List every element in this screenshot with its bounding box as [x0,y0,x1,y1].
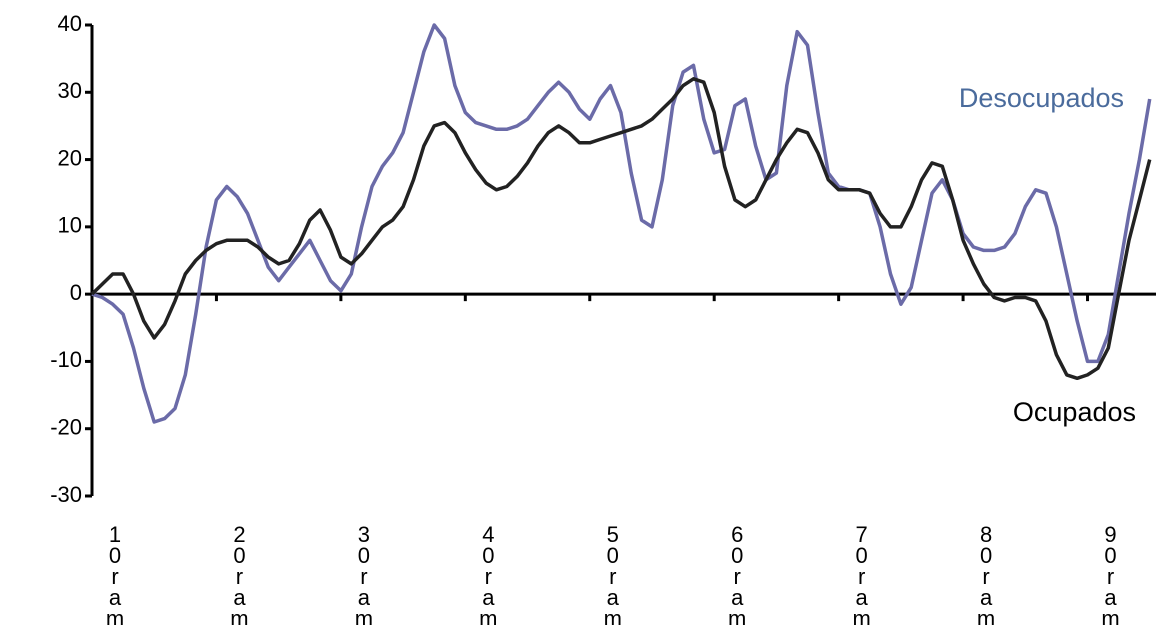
y-tick-label: 40 [58,11,82,36]
x-tick-label: 40ram [476,522,501,625]
y-tick-label: 20 [58,145,82,170]
series-label: Ocupados [1013,397,1136,427]
y-tick-label: -30 [50,482,82,507]
series-line [91,23,1152,424]
y-tick-label: 30 [58,78,82,103]
y-tick-label: 10 [58,213,82,238]
x-tick-label: 70ram [849,522,874,625]
x-tick-label: 10ram [103,522,128,625]
x-tick-label: 30ram [351,522,376,625]
series-line [90,77,1152,381]
x-tick-label: 90ram [1098,522,1123,625]
x-tick-label: 20ram [227,522,252,625]
y-tick-label: 0 [70,280,82,305]
y-tick-label: -10 [50,347,82,372]
x-tick-label: 80ram [974,522,999,625]
y-tick-label: -20 [50,415,82,440]
x-tick-label: 50ram [600,522,625,625]
x-tick-label: 60ram [725,522,750,625]
series-label: Desocupados [959,83,1124,113]
